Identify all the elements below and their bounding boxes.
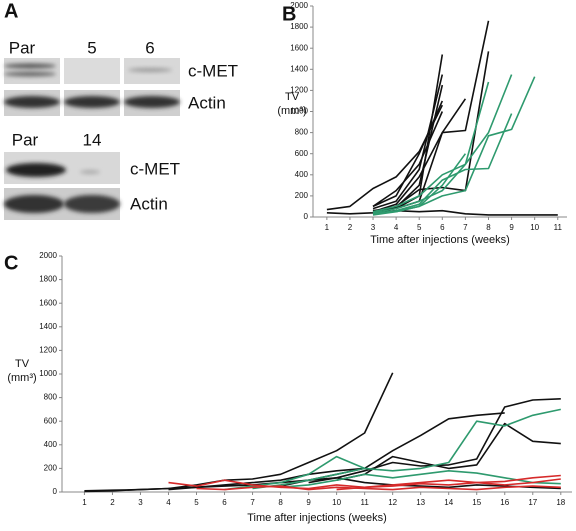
row-label: c-MET bbox=[188, 61, 238, 80]
y-tick-label: 800 bbox=[295, 128, 309, 137]
y-tick-label: 400 bbox=[44, 440, 58, 449]
y-tick-label: 1600 bbox=[290, 43, 308, 52]
y-tick-label: 200 bbox=[295, 191, 309, 200]
x-tick-label: 7 bbox=[250, 498, 255, 507]
y-tick-label: 1800 bbox=[290, 22, 308, 31]
series-line bbox=[372, 74, 513, 213]
series-line bbox=[168, 467, 365, 491]
series-line bbox=[336, 422, 561, 481]
x-tick-label: 18 bbox=[556, 498, 565, 507]
x-tick-label: 1 bbox=[325, 223, 330, 232]
y-tick-label: 2000 bbox=[290, 1, 308, 10]
x-tick-label: 11 bbox=[554, 223, 563, 232]
x-tick-label: 5 bbox=[417, 223, 422, 232]
lane-label: Par bbox=[12, 130, 39, 149]
x-tick-label: 11 bbox=[360, 498, 369, 507]
series-line bbox=[372, 74, 444, 210]
series-line bbox=[280, 412, 505, 487]
series-line bbox=[372, 20, 490, 213]
x-tick-label: 12 bbox=[388, 498, 397, 507]
y-tick-label: 1200 bbox=[39, 346, 57, 355]
series-line bbox=[326, 209, 558, 216]
x-tick-label: 1 bbox=[82, 498, 87, 507]
x-tick-label: 7 bbox=[463, 223, 468, 232]
x-tick-label: 13 bbox=[416, 498, 425, 507]
lane-label: 14 bbox=[83, 130, 102, 149]
x-axis-label: Time after injections (weeks) bbox=[247, 512, 387, 524]
blot-top bbox=[4, 58, 180, 116]
lane-label: Par bbox=[9, 38, 36, 57]
series-line bbox=[372, 100, 444, 208]
panel-label: C bbox=[4, 252, 18, 274]
series-line bbox=[84, 372, 394, 492]
lane-label: 5 bbox=[87, 38, 96, 57]
y-tick-label: 600 bbox=[44, 416, 58, 425]
y-tick-label: 200 bbox=[44, 464, 58, 473]
series-line bbox=[395, 76, 536, 213]
panel-label: B bbox=[282, 3, 296, 25]
y-tick-label: 1800 bbox=[39, 275, 57, 284]
x-tick-label: 4 bbox=[394, 223, 399, 232]
series-line bbox=[84, 477, 561, 493]
x-tick-label: 3 bbox=[371, 223, 376, 232]
x-tick-label: 16 bbox=[500, 498, 509, 507]
y-tick-label: 1200 bbox=[290, 86, 308, 95]
x-tick-label: 8 bbox=[278, 498, 283, 507]
y-tick-label: 0 bbox=[304, 212, 309, 221]
y-axis-label: (mm³) bbox=[277, 105, 306, 117]
y-axis-label: TV bbox=[15, 358, 30, 370]
x-tick-label: 2 bbox=[110, 498, 115, 507]
x-tick-label: 6 bbox=[440, 223, 445, 232]
y-tick-label: 1400 bbox=[39, 322, 57, 331]
x-tick-label: 10 bbox=[332, 498, 341, 507]
x-tick-label: 14 bbox=[444, 498, 453, 507]
x-tick-label: 8 bbox=[486, 223, 491, 232]
lane-label: 6 bbox=[145, 38, 154, 57]
y-axis-label: (mm³) bbox=[7, 372, 36, 384]
x-tick-label: 5 bbox=[194, 498, 199, 507]
y-tick-label: 2000 bbox=[39, 251, 57, 260]
row-label: c-MET bbox=[130, 159, 180, 178]
x-tick-label: 4 bbox=[166, 498, 171, 507]
x-tick-label: 6 bbox=[222, 498, 227, 507]
blot-bottom bbox=[4, 152, 120, 220]
y-tick-label: 800 bbox=[44, 393, 58, 402]
row-label: Actin bbox=[130, 194, 168, 213]
x-tick-label: 10 bbox=[530, 223, 539, 232]
y-tick-label: 400 bbox=[295, 170, 309, 179]
y-tick-label: 1000 bbox=[39, 369, 57, 378]
panel-label: A bbox=[4, 0, 18, 22]
y-tick-label: 1600 bbox=[39, 298, 57, 307]
row-label: Actin bbox=[188, 93, 226, 112]
series-line bbox=[224, 455, 365, 491]
series-line bbox=[196, 485, 561, 491]
x-tick-label: 9 bbox=[306, 498, 311, 507]
y-tick-label: 600 bbox=[295, 149, 309, 158]
y-tick-label: 1400 bbox=[290, 64, 308, 73]
y-tick-label: 1000 bbox=[290, 107, 308, 116]
x-tick-label: 9 bbox=[509, 223, 514, 232]
series-line bbox=[252, 408, 561, 490]
series-line bbox=[336, 478, 561, 491]
x-tick-label: 3 bbox=[138, 498, 143, 507]
x-tick-label: 15 bbox=[472, 498, 481, 507]
y-axis-label: TV bbox=[285, 91, 300, 103]
series-line bbox=[372, 113, 513, 215]
x-tick-label: 2 bbox=[348, 223, 353, 232]
y-tick-label: 0 bbox=[53, 487, 58, 496]
x-tick-label: 17 bbox=[528, 498, 537, 507]
x-axis-label: Time after injections (weeks) bbox=[370, 234, 510, 246]
